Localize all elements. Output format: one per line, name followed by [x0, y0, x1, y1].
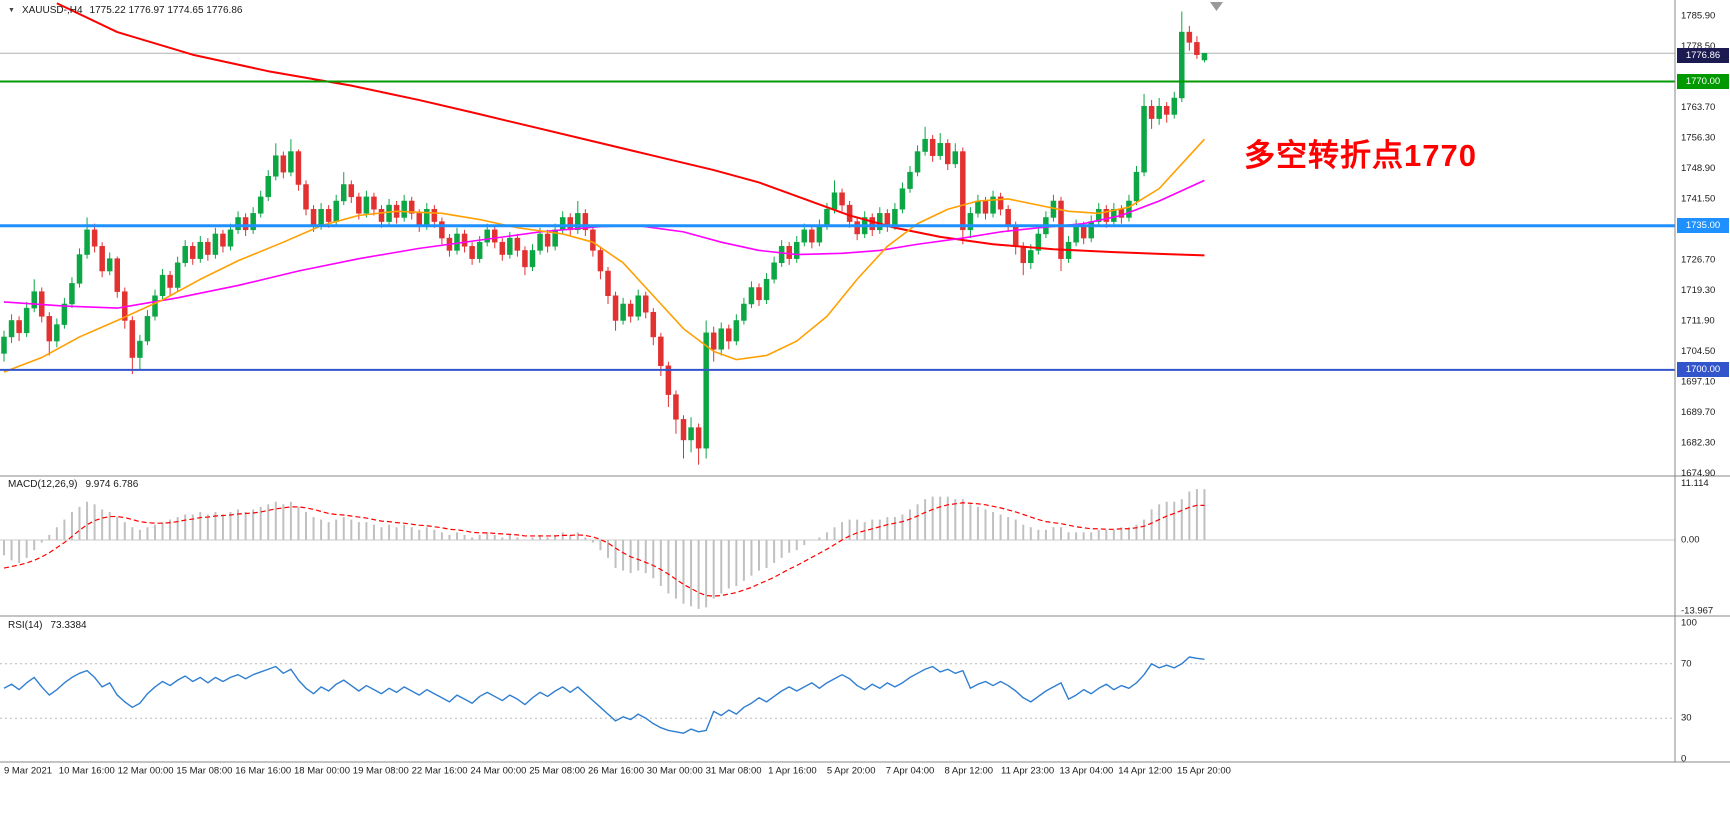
last-price-badge: 1776.86 [1677, 47, 1729, 63]
time-tick-label: 1 Apr 16:00 [768, 766, 817, 777]
price-tick-label: 1674.90 [1681, 468, 1715, 479]
time-tick-label: 19 Mar 08:00 [353, 766, 409, 777]
price-tick-label: 1763.70 [1681, 102, 1715, 113]
price-tick-label: 1726.70 [1681, 254, 1715, 265]
level-badge-1735: 1735.00 [1677, 218, 1729, 234]
time-tick-label: 7 Apr 04:00 [886, 766, 935, 777]
time-tick-label: 22 Mar 16:00 [412, 766, 468, 777]
time-tick-label: 8 Apr 12:00 [944, 766, 993, 777]
price-tick-label: 1719.30 [1681, 285, 1715, 296]
rsi-tick-label: 30 [1681, 713, 1692, 724]
ma-mid-magenta [3, 179, 1205, 309]
time-tick-label: 18 Mar 00:00 [294, 766, 350, 777]
time-tick-label: 24 Mar 00:00 [470, 766, 526, 777]
level-badge-1700: 1700.00 [1677, 362, 1729, 378]
time-tick-label: 5 Apr 20:00 [827, 766, 876, 777]
macd-tick-label: 0.00 [1681, 535, 1700, 546]
time-tick-label: 13 Apr 04:00 [1059, 766, 1113, 777]
symbol-period-label: XAUUSD-,H4 [21, 5, 83, 16]
macd-signal-line [3, 502, 1205, 597]
rsi-panel[interactable] [0, 616, 1675, 762]
time-tick-label: 30 Mar 00:00 [647, 766, 703, 777]
price-tick-label: 1682.30 [1681, 437, 1715, 448]
macd-tick-label: -13.967 [1681, 606, 1713, 617]
time-tick-label: 9 Mar 2021 [4, 766, 52, 777]
time-tick-label: 15 Mar 08:00 [176, 766, 232, 777]
price-tick-label: 1778.50 [1681, 41, 1715, 52]
rsi-tick-label: 0 [1681, 754, 1686, 765]
rsi-label-row: RSI(14) 73.3384 [8, 620, 87, 631]
price-tick-label: 1689.70 [1681, 407, 1715, 418]
macd-histogram [3, 489, 1206, 609]
main-chart-panel[interactable] [0, 0, 1675, 476]
symbol-dropdown-icon[interactable]: ▼ [8, 7, 15, 14]
rsi-indicator-label: RSI(14) [8, 620, 43, 631]
time-tick-label: 12 Mar 00:00 [118, 766, 174, 777]
macd-label-row: MACD(12,26,9) 9.974 6.786 [8, 479, 138, 490]
rsi-indicator-value: 73.3384 [50, 620, 87, 631]
time-tick-label: 31 Mar 08:00 [706, 766, 762, 777]
rsi-line [3, 656, 1205, 734]
rsi-tick-label: 100 [1681, 618, 1697, 629]
time-tick-label: 26 Mar 16:00 [588, 766, 644, 777]
price-tick-label: 1756.30 [1681, 132, 1715, 143]
rsi-tick-label: 70 [1681, 658, 1692, 669]
time-tick-label: 10 Mar 16:00 [59, 766, 115, 777]
time-tick-label: 15 Apr 20:00 [1177, 766, 1231, 777]
ohlc-values: 1775.22 1776.97 1774.65 1776.86 [89, 5, 243, 16]
time-tick-label: 25 Mar 08:00 [529, 766, 585, 777]
candles-layer [1, 11, 1208, 465]
chart-legend: ▼ XAUUSD-,H4 1775.22 1776.97 1774.65 177… [8, 5, 242, 16]
time-tick-label: 11 Apr 23:00 [1001, 766, 1054, 777]
price-tick-label: 1741.50 [1681, 193, 1715, 204]
price-tick-label: 1697.10 [1681, 376, 1715, 387]
time-tick-label: 14 Apr 12:00 [1118, 766, 1172, 777]
level-badge-1770: 1770.00 [1677, 74, 1729, 89]
price-tick-label: 1785.90 [1681, 11, 1715, 22]
ma-fast-orange [3, 138, 1206, 373]
price-tick-label: 1711.90 [1681, 315, 1715, 326]
price-tick-label: 1704.50 [1681, 346, 1715, 357]
chart-shift-marker[interactable] [1210, 2, 1223, 11]
macd-indicator-label: MACD(12,26,9) [8, 479, 78, 490]
time-tick-label: 16 Mar 16:00 [235, 766, 291, 777]
macd-indicator-values: 9.974 6.786 [85, 479, 139, 490]
annotation-text-object[interactable]: 多空转折点1770 [1244, 138, 1477, 173]
price-axis[interactable] [1675, 0, 1730, 762]
price-tick-label: 1748.90 [1681, 163, 1715, 174]
ma-slow-red [56, 2, 1205, 257]
time-axis[interactable] [0, 762, 1730, 829]
macd-tick-label: 11.114 [1681, 478, 1709, 489]
macd-panel[interactable] [0, 476, 1675, 616]
